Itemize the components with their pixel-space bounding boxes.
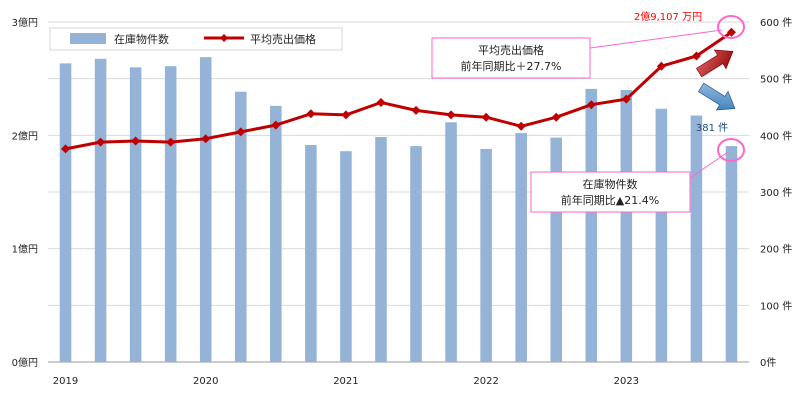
bar (445, 122, 457, 362)
bar (690, 115, 703, 362)
price-value-label: 2億9,107 万円 (634, 10, 702, 23)
x-axis: 2019 2020 2021 2022 2023 (53, 376, 639, 387)
bar (234, 91, 247, 362)
bar (655, 108, 668, 362)
left-tick-label: 3億円 (12, 16, 38, 29)
price-point (341, 110, 351, 120)
legend-bar-label: 在庫物件数 (114, 32, 169, 46)
bar (129, 67, 142, 362)
x-tick-label: 2020 (193, 376, 218, 387)
left-tick-label: 0億円 (12, 356, 38, 369)
price-callout-line2: 前年同期比＋27.7% (461, 59, 562, 73)
bar (585, 88, 598, 362)
bar (94, 58, 107, 362)
bar (480, 148, 492, 362)
legend-bar-swatch (70, 33, 106, 44)
legend-line-label: 平均売出価格 (250, 32, 316, 46)
bar (375, 137, 387, 362)
stock-callout-line2: 前年同期比▲21.4% (561, 193, 659, 207)
legend-line-marker (220, 34, 228, 42)
price-point (411, 105, 421, 115)
price-callout-line1: 平均売出価格 (478, 43, 544, 57)
bar (340, 151, 352, 362)
price-point (551, 112, 561, 122)
price-line (65, 30, 733, 151)
stock-callout-box (530, 171, 691, 213)
right-tick-label: 300 件 (760, 187, 792, 199)
price-callout: 平均売出価格 前年同期比＋27.7% 2億9,107 万円 (431, 10, 745, 79)
stock-value-label: 381 件 (696, 122, 728, 134)
right-tick-label: 400 件 (760, 130, 792, 142)
legend: 在庫物件数 平均売出価格 (49, 27, 343, 51)
right-tick-label: 500 件 (760, 74, 792, 86)
x-tick-label: 2019 (53, 376, 78, 387)
price-point (376, 97, 386, 107)
price-highlight-circle (717, 15, 745, 39)
up-trend-arrow (695, 49, 734, 78)
price-point (96, 137, 106, 147)
price-point (61, 144, 71, 154)
left-tick-label: 1億円 (12, 243, 38, 256)
bar (270, 105, 282, 362)
price-callout-leader (589, 29, 723, 49)
price-point (306, 109, 316, 119)
gridlines (48, 21, 749, 363)
price-point (201, 134, 211, 144)
down-trend-arrow (697, 82, 736, 111)
price-point (586, 100, 596, 110)
price-callout-box (431, 37, 591, 79)
stock-callout-line1: 在庫物件数 (583, 177, 638, 191)
right-tick-label: 600 件 (760, 17, 792, 29)
bar-series (59, 57, 738, 363)
bar (199, 57, 212, 363)
bar (59, 63, 72, 362)
right-tick-label: 200 件 (760, 244, 792, 256)
line-series (61, 27, 736, 154)
right-tick-label: 100 件 (760, 300, 792, 312)
bar (164, 66, 177, 362)
price-point (446, 110, 456, 120)
bar (550, 137, 563, 362)
left-tick-label: 2億円 (12, 129, 38, 142)
x-tick-label: 2022 (473, 376, 498, 387)
price-point (481, 112, 491, 122)
price-point (691, 51, 701, 61)
left-axis: 0億円 1億円 2億円 3億円 (12, 16, 38, 369)
price-point (621, 94, 631, 104)
price-point (166, 137, 176, 147)
bar (620, 90, 633, 362)
x-tick-label: 2023 (614, 376, 639, 387)
right-tick-label: 0件 (760, 357, 776, 369)
x-tick-label: 2021 (333, 376, 358, 387)
price-point (656, 61, 666, 71)
stock-highlight-circle (717, 138, 745, 162)
price-point (271, 120, 281, 130)
bar (410, 146, 422, 362)
right-axis: 0件 100 件 200 件 300 件 400 件 500 件 600 件 (760, 17, 792, 369)
bar (305, 144, 317, 362)
price-point (516, 121, 526, 131)
stock-callout: 在庫物件数 前年同期比▲21.4% 381 件 (530, 122, 745, 213)
bar (725, 146, 738, 362)
price-point (726, 27, 736, 37)
price-point (131, 136, 141, 146)
bar (515, 133, 527, 362)
price-point (236, 127, 246, 137)
